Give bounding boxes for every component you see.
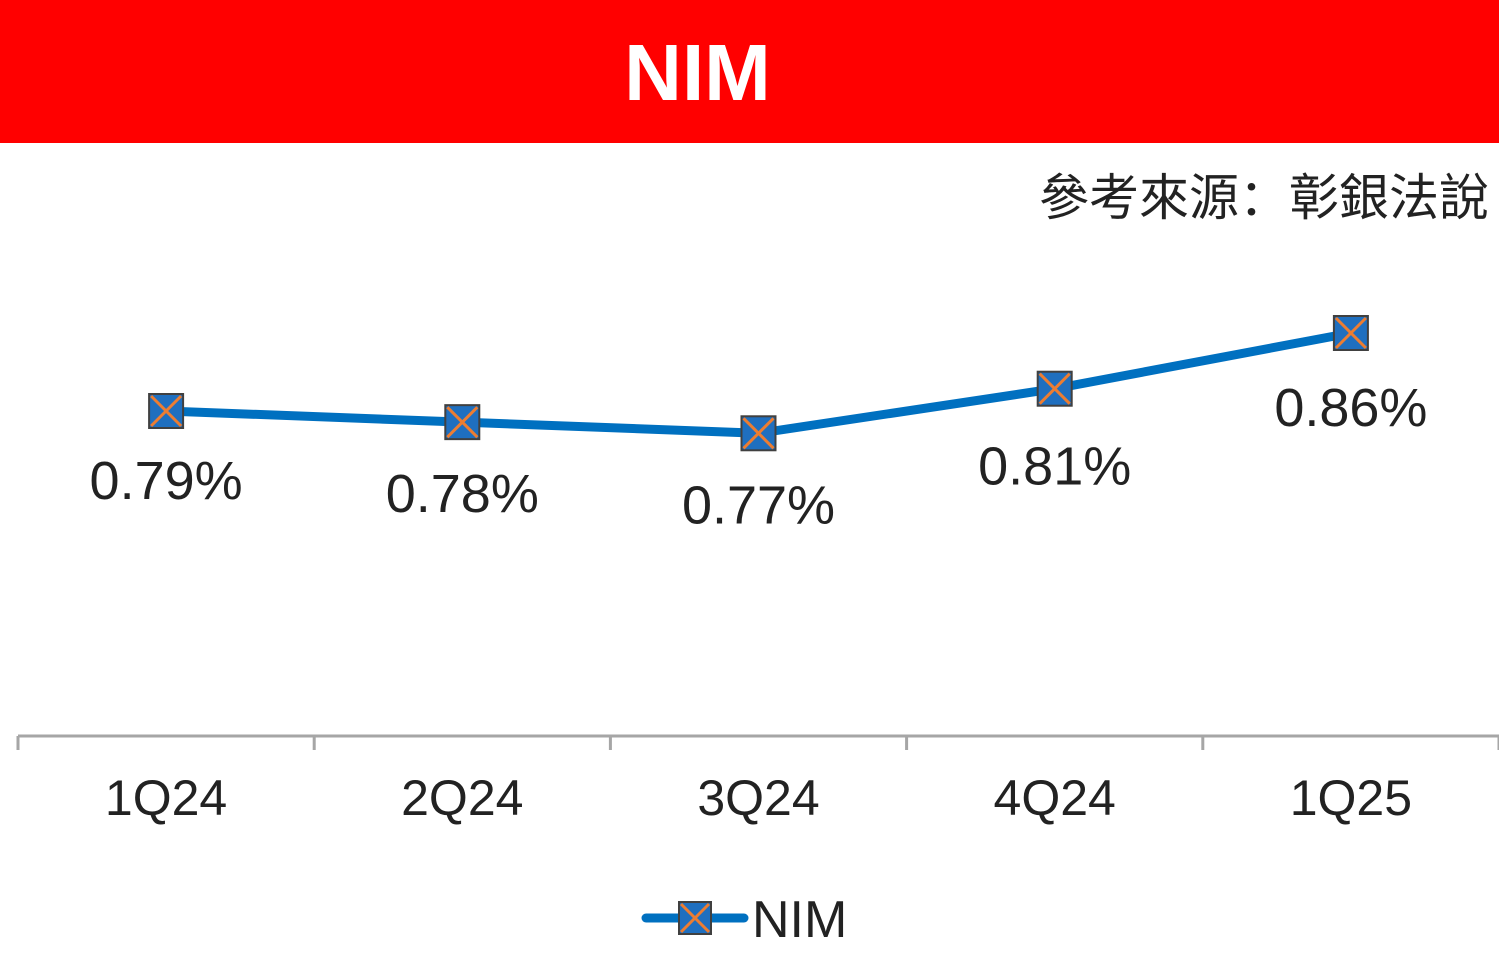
data-point-marker-cross-b bbox=[446, 406, 479, 439]
source-note: 參考來源：彰銀法說 bbox=[1039, 169, 1489, 227]
x-tick-label: 1Q25 bbox=[1290, 770, 1412, 826]
data-label: 0.81% bbox=[978, 437, 1131, 497]
data-label: 0.79% bbox=[90, 451, 243, 511]
data-point-marker-cross-b bbox=[150, 394, 183, 428]
x-tick-label: 4Q24 bbox=[994, 770, 1116, 826]
x-tick-label: 2Q24 bbox=[401, 770, 523, 826]
data-point-marker-cross-b bbox=[1334, 316, 1367, 350]
x-tick-label: 3Q24 bbox=[697, 770, 819, 826]
title-bar bbox=[0, 0, 1499, 143]
legend-marker-cross-b bbox=[679, 902, 711, 934]
data-point-marker-cross-b bbox=[742, 417, 775, 450]
data-point-marker-cross-b bbox=[1038, 372, 1071, 405]
x-tick-label: 1Q24 bbox=[105, 770, 227, 826]
legend-label-nim: NIM bbox=[752, 891, 847, 949]
data-label: 0.77% bbox=[682, 475, 835, 535]
data-label: 0.78% bbox=[386, 464, 539, 524]
data-label: 0.86% bbox=[1274, 378, 1427, 438]
chart-title: NIM bbox=[624, 28, 771, 117]
